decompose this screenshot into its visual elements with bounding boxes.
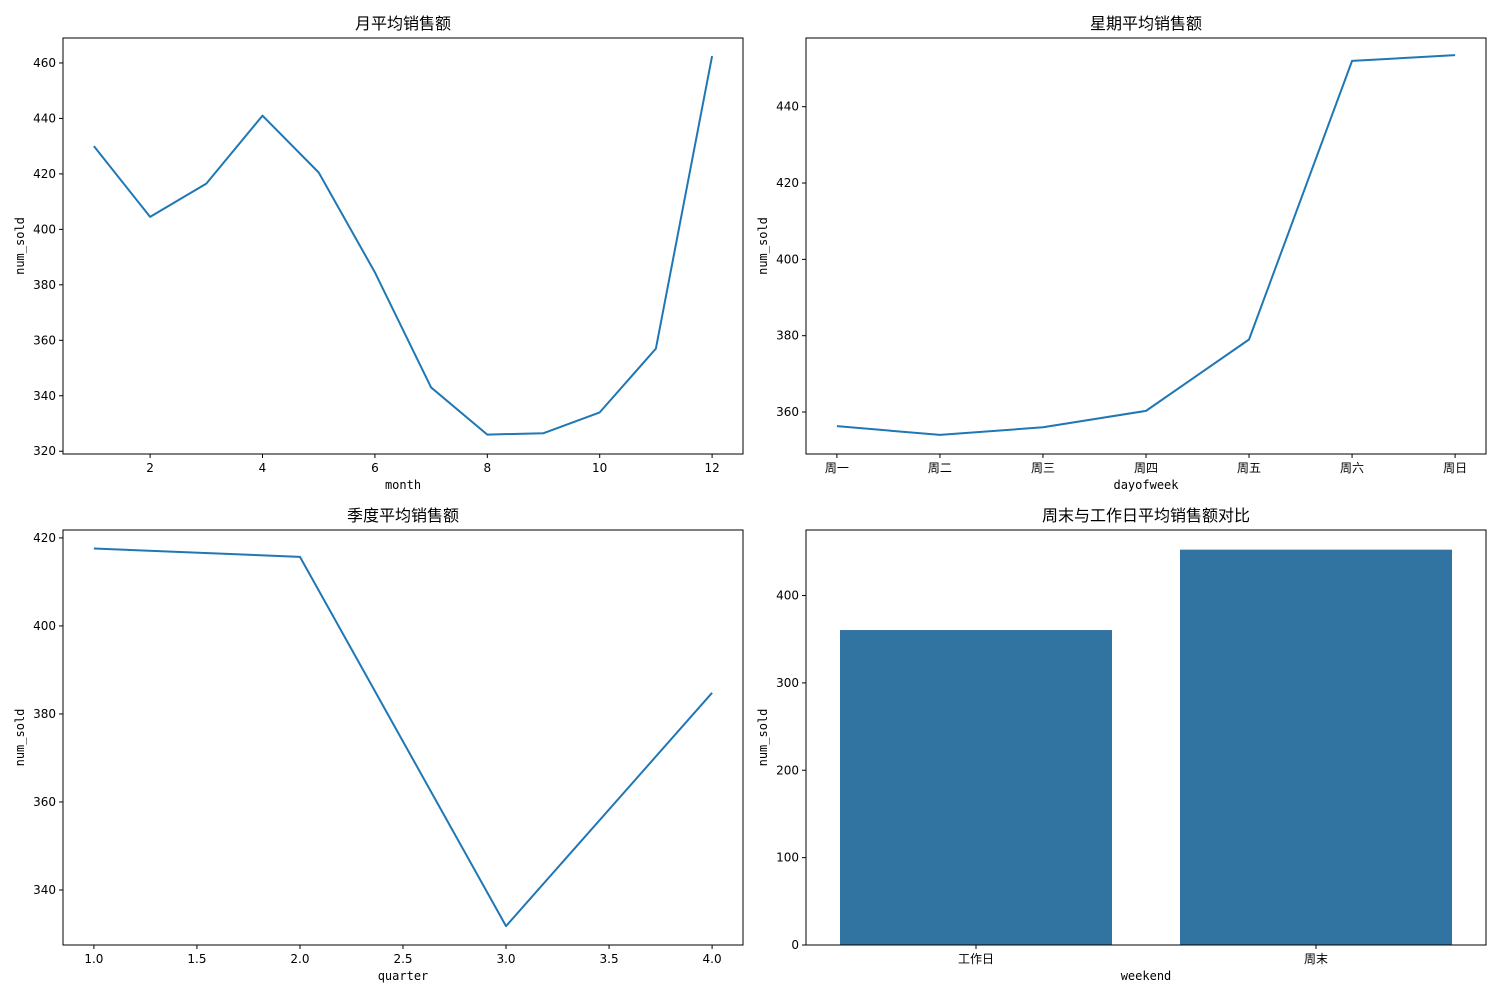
x-tick-label: 12	[704, 461, 719, 475]
axes-frame	[805, 529, 1487, 946]
x-tick-label: 1.0	[84, 952, 103, 966]
y-tick-label: 440	[33, 111, 56, 125]
chart-panel-2: 周一 周二 周三 周四 周五 周六 周日 360 380 400 420 440 星期平均销售额 dayo…	[756, 14, 1487, 492]
x-tick-label: 周六	[1340, 461, 1364, 475]
chart-title: 周末与工作日平均销售额对比	[1042, 506, 1250, 525]
x-tick-label: 8	[483, 461, 491, 475]
chart-title: 月平均销售额	[355, 14, 451, 33]
x-tick-label: 3.5	[600, 952, 619, 966]
x-tick-label: 3.0	[496, 952, 515, 966]
series-line	[93, 55, 714, 436]
x-tick-label: 2	[146, 461, 154, 475]
y-tick-label: 360	[776, 405, 799, 419]
x-tick-label: 4.0	[703, 952, 722, 966]
y-tick-label: 420	[33, 167, 56, 181]
y-axis-label: num_sold	[756, 709, 770, 767]
y-tick-label: 400	[776, 589, 799, 603]
x-axis-label: month	[385, 478, 421, 492]
y-tick-label: 100	[776, 851, 799, 865]
x-axis-label: dayofweek	[1113, 478, 1179, 492]
chart-panel-4: 工作日 周末 0 100 200 300 400 周末与工作日平均销售额对比 weekend nu…	[756, 506, 1487, 983]
x-tick-label: 1.5	[187, 952, 206, 966]
chart-panel-3: 1.0 1.5 2.0 2.5 3.0 3.5 4.0 340 360 380 400 420 季度平均…	[13, 506, 744, 983]
chart-title: 星期平均销售额	[1090, 14, 1202, 33]
y-axis-label: num_sold	[13, 217, 27, 275]
y-tick-label: 380	[33, 707, 56, 721]
x-axis-label: weekend	[1121, 969, 1172, 983]
y-tick-label: 380	[776, 329, 799, 343]
x-tick-label: 10	[592, 461, 607, 475]
y-tick-label: 400	[33, 222, 56, 236]
x-tick-label: 周五	[1237, 461, 1261, 475]
y-tick-label: 0	[791, 938, 799, 952]
x-tick-label: 周三	[1031, 461, 1055, 475]
y-tick-label: 400	[33, 619, 56, 633]
x-tick-label: 2.0	[290, 952, 309, 966]
y-tick-label: 420	[33, 531, 56, 545]
axes-frame	[805, 37, 1487, 455]
x-tick-label: 6	[371, 461, 379, 475]
y-tick-label: 360	[33, 795, 56, 809]
bar	[840, 630, 1112, 945]
y-tick-label: 400	[776, 252, 799, 266]
y-tick-label: 320	[33, 444, 56, 458]
y-tick-label: 300	[776, 676, 799, 690]
bar	[1180, 549, 1452, 945]
y-tick-label: 360	[33, 333, 56, 347]
y-axis-label: num_sold	[756, 217, 770, 275]
x-tick-label: 周二	[928, 461, 952, 475]
x-tick-label: 4	[259, 461, 267, 475]
series-line	[93, 547, 713, 928]
y-tick-label: 380	[33, 278, 56, 292]
x-tick-label: 2.5	[393, 952, 412, 966]
x-tick-label: 工作日	[958, 952, 994, 966]
y-tick-label: 460	[33, 56, 56, 70]
axes-frame	[62, 529, 744, 946]
y-tick-label: 340	[33, 883, 56, 897]
x-axis-label: quarter	[378, 969, 429, 983]
y-axis-label: num_sold	[13, 709, 27, 767]
chart-panel-1: 2 4 6 8 10 12 320 340 360 380 400 420 440 460 月平均销售额 mo…	[13, 14, 744, 492]
chart-title: 季度平均销售额	[347, 506, 459, 525]
axes-frame	[62, 37, 744, 455]
y-tick-label: 200	[776, 763, 799, 777]
y-tick-label: 420	[776, 176, 799, 190]
x-tick-label: 周四	[1134, 461, 1158, 475]
x-tick-label: 周一	[825, 461, 849, 475]
y-tick-label: 340	[33, 389, 56, 403]
x-tick-label: 周末	[1304, 952, 1328, 966]
x-tick-label: 周日	[1443, 461, 1467, 475]
y-tick-label: 440	[776, 100, 799, 114]
series-line	[836, 54, 1456, 436]
